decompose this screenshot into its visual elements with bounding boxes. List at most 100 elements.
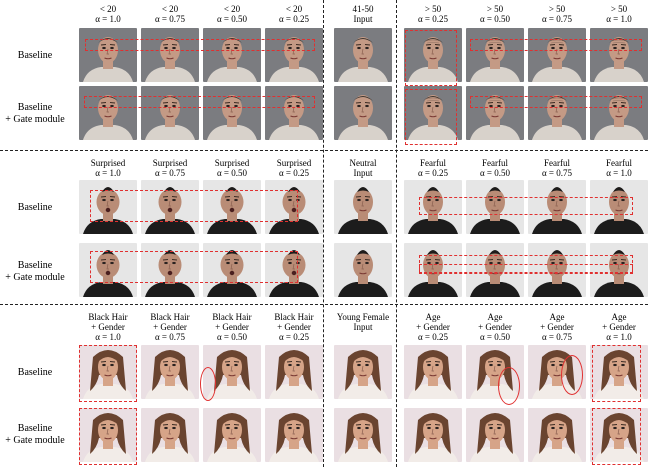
column-header-line: > 50 (548, 4, 566, 14)
column-header-line: + Gender (153, 322, 187, 332)
face-image (404, 180, 462, 234)
face-image (141, 86, 199, 140)
face-image (590, 408, 648, 462)
column-header-line: Surprised (276, 158, 312, 168)
column-header: Age + Gender α = 1.0 (587, 312, 648, 342)
column-header-line: + Gender (416, 322, 450, 332)
highlight-box (470, 39, 642, 51)
column-header: Age + Gender α = 0.25 (401, 312, 465, 342)
column-header: > 50 α = 0.50 (463, 4, 527, 24)
row-label-line: Baseline (17, 102, 53, 113)
row-label-line: Baseline (17, 423, 53, 434)
column-header-line: Surprised (152, 158, 188, 168)
column-header: < 20 α = 0.25 (262, 4, 326, 24)
face-image (265, 180, 323, 234)
column-header: > 50 α = 1.0 (587, 4, 648, 24)
face-image (265, 28, 323, 82)
highlight-box (90, 190, 298, 222)
highlight-box (405, 89, 457, 145)
column-header: Surprised α = 0.25 (262, 158, 326, 178)
column-header: > 50 α = 0.75 (525, 4, 589, 24)
column-header-line: + Gender (478, 322, 512, 332)
column-header-line: α = 1.0 (95, 332, 121, 342)
face-image (203, 243, 261, 297)
face-image (466, 180, 524, 234)
face-image (203, 28, 261, 82)
column-header-line: α = 0.25 (417, 14, 449, 24)
highlight-box (79, 408, 137, 465)
face-image (404, 243, 462, 297)
column-header: Age + Gender α = 0.75 (525, 312, 589, 342)
column-header-line: + Gender (215, 322, 249, 332)
column-header-line: α = 0.25 (417, 332, 449, 342)
column-header-line: > 50 (610, 4, 628, 14)
column-header-line: Neutral (349, 158, 377, 168)
column-header-line: Surprised (214, 158, 250, 168)
column-header-line: Black Hair (150, 312, 190, 322)
column-header-line: α = 1.0 (95, 168, 121, 178)
row-label-line: Baseline (17, 260, 53, 271)
column-header-line: α = 0.50 (479, 332, 511, 342)
face-image (79, 243, 137, 297)
column-header-line: < 20 (223, 4, 241, 14)
column-header-line: α = 0.50 (216, 332, 248, 342)
column-header: < 20 α = 1.0 (76, 4, 140, 24)
column-header: < 20 α = 0.75 (138, 4, 202, 24)
row-label: Baseline + Gate module (0, 102, 70, 126)
column-header-line: < 20 (161, 4, 179, 14)
column-header-line: Age (425, 312, 441, 322)
column-header-line: Fearful (606, 158, 632, 168)
face-image (79, 408, 137, 462)
highlight-box (405, 30, 457, 86)
row-label-line: Baseline (17, 202, 53, 213)
column-header-line: Fearful (482, 158, 508, 168)
face-image (265, 243, 323, 297)
vertical-divider-right (396, 0, 397, 467)
column-header-line: Black Hair (88, 312, 128, 322)
face-image (141, 243, 199, 297)
column-header-line: Young Female (336, 312, 390, 322)
row-label: Baseline (0, 50, 70, 62)
column-header: Surprised α = 1.0 (76, 158, 140, 178)
column-header-line: 41-50 (352, 4, 374, 14)
face-image (79, 86, 137, 140)
highlight-box (79, 345, 137, 402)
column-header: > 50 α = 0.25 (401, 4, 465, 24)
column-header-line: + Gender (277, 322, 311, 332)
column-header-line: α = 0.50 (479, 168, 511, 178)
column-header-line: α = 0.25 (278, 168, 310, 178)
highlight-box (592, 408, 641, 465)
section-divider-2 (0, 304, 648, 305)
face-image (590, 28, 648, 82)
face-image (265, 408, 323, 462)
column-header-line: α = 0.75 (154, 14, 186, 24)
column-header: Black Hair + Gender α = 1.0 (76, 312, 140, 342)
column-header-line: Input (353, 14, 373, 24)
face-image (590, 180, 648, 234)
column-header: Fearful α = 0.50 (463, 158, 527, 178)
face-image (141, 345, 199, 399)
column-header-line: < 20 (285, 4, 303, 14)
highlight-box (85, 39, 315, 51)
column-header: 41-50 Input (331, 4, 395, 24)
face-image (141, 28, 199, 82)
column-header-line: + Gender (602, 322, 636, 332)
column-header-line: Age (611, 312, 627, 322)
face-image (79, 180, 137, 234)
column-header-line: Black Hair (212, 312, 252, 322)
face-image (404, 408, 462, 462)
column-header-line: Age (549, 312, 565, 322)
column-header: Surprised α = 0.50 (200, 158, 264, 178)
face-image (334, 86, 392, 140)
column-header-line: + Gender (91, 322, 125, 332)
row-label: Baseline (0, 202, 70, 214)
column-header: < 20 α = 0.50 (200, 4, 264, 24)
column-header: Age + Gender α = 0.50 (463, 312, 527, 342)
highlight-oval (561, 355, 583, 395)
column-header: Black Hair + Gender α = 0.75 (138, 312, 202, 342)
column-header-line: Age (487, 312, 503, 322)
column-header-line: α = 1.0 (606, 14, 632, 24)
section-divider-1 (0, 150, 648, 151)
row-label-line: Baseline (17, 50, 53, 61)
column-header-line: α = 0.75 (154, 332, 186, 342)
